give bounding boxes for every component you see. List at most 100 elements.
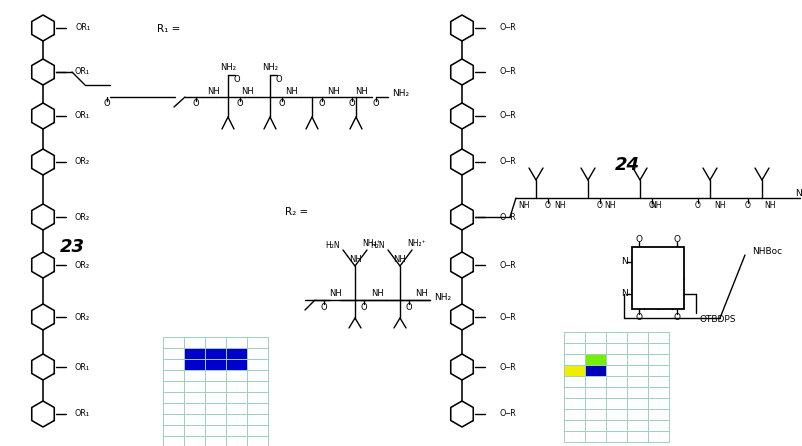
Text: R₁ =: R₁ = [157, 24, 180, 34]
Bar [163, 392, 184, 403]
Text: O: O [103, 99, 111, 108]
Bar [606, 387, 627, 398]
Text: O─R: O─R [499, 67, 516, 77]
Bar [648, 343, 669, 354]
Text: NH₂: NH₂ [220, 62, 236, 71]
Bar [627, 398, 648, 409]
Text: O: O [635, 235, 642, 244]
Bar [205, 403, 226, 414]
Text: O: O [349, 99, 355, 108]
Text: NH: NH [207, 87, 220, 95]
Bar [226, 348, 247, 359]
Text: O─R: O─R [499, 363, 516, 372]
Bar [226, 414, 247, 425]
Text: NHBoc: NHBoc [752, 248, 782, 256]
Bar [648, 398, 669, 409]
Bar [564, 376, 585, 387]
Text: N: N [621, 289, 627, 298]
Bar [648, 376, 669, 387]
Text: O: O [674, 313, 681, 322]
Bar [226, 403, 247, 414]
Text: H₂N: H₂N [371, 240, 385, 249]
Bar [247, 370, 268, 381]
Bar [184, 425, 205, 436]
Bar [648, 387, 669, 398]
Bar [585, 398, 606, 409]
Bar [606, 409, 627, 420]
Text: NH: NH [518, 202, 530, 211]
Bar [226, 337, 247, 348]
Bar [648, 409, 669, 420]
Text: OR₂: OR₂ [75, 157, 90, 166]
Text: NH₂: NH₂ [392, 90, 409, 99]
Bar [606, 332, 627, 343]
Bar [184, 392, 205, 403]
Text: 23: 23 [59, 238, 84, 256]
Text: NH: NH [554, 202, 565, 211]
Text: O: O [406, 302, 412, 311]
Text: H₂N: H₂N [326, 240, 340, 249]
Bar [585, 387, 606, 398]
Bar [585, 365, 606, 376]
Bar [648, 332, 669, 343]
Text: OR₁: OR₁ [75, 112, 90, 120]
Bar [627, 365, 648, 376]
Text: O─R: O─R [499, 112, 516, 120]
Bar [163, 436, 184, 446]
Bar [205, 392, 226, 403]
Bar [247, 381, 268, 392]
Text: O: O [234, 74, 241, 83]
Text: NH: NH [330, 289, 342, 298]
Text: NH: NH [764, 202, 776, 211]
Bar [247, 425, 268, 436]
Bar [585, 409, 606, 420]
Bar [606, 354, 627, 365]
Bar [564, 409, 585, 420]
Bar [205, 348, 226, 359]
Text: O─R: O─R [499, 313, 516, 322]
Bar [184, 359, 205, 370]
Text: NH: NH [415, 289, 428, 298]
Text: NH: NH [355, 87, 368, 95]
Text: NH₂⁺: NH₂⁺ [407, 239, 426, 248]
Bar [163, 425, 184, 436]
Bar [564, 398, 585, 409]
Text: 24: 24 [614, 156, 639, 174]
Bar [564, 343, 585, 354]
Bar [163, 414, 184, 425]
Text: OR₂: OR₂ [75, 313, 90, 322]
Bar [648, 354, 669, 365]
Text: O─R: O─R [499, 212, 516, 222]
Bar [247, 414, 268, 425]
Bar [585, 376, 606, 387]
Text: O: O [321, 302, 327, 311]
Text: OR₁: OR₁ [75, 67, 90, 77]
Bar [648, 365, 669, 376]
Bar [226, 370, 247, 381]
Text: OR₁: OR₁ [75, 22, 90, 32]
Text: O: O [192, 99, 200, 108]
Text: NH₂: NH₂ [795, 189, 802, 198]
Bar [184, 337, 205, 348]
Bar [163, 381, 184, 392]
Bar [606, 431, 627, 442]
Text: NH: NH [715, 202, 726, 211]
Bar [627, 409, 648, 420]
Text: NH: NH [604, 202, 616, 211]
Bar [585, 332, 606, 343]
Text: O─R: O─R [499, 260, 516, 269]
Text: NH: NH [650, 202, 662, 211]
Bar [226, 359, 247, 370]
Text: O: O [674, 235, 681, 244]
Bar [627, 387, 648, 398]
Bar [627, 376, 648, 387]
Bar [184, 403, 205, 414]
Bar [247, 337, 268, 348]
Bar [585, 431, 606, 442]
Text: O: O [649, 202, 655, 211]
Bar [226, 436, 247, 446]
Bar [247, 392, 268, 403]
Text: O─R: O─R [499, 157, 516, 166]
Text: O: O [237, 99, 243, 108]
Text: NH: NH [371, 289, 383, 298]
